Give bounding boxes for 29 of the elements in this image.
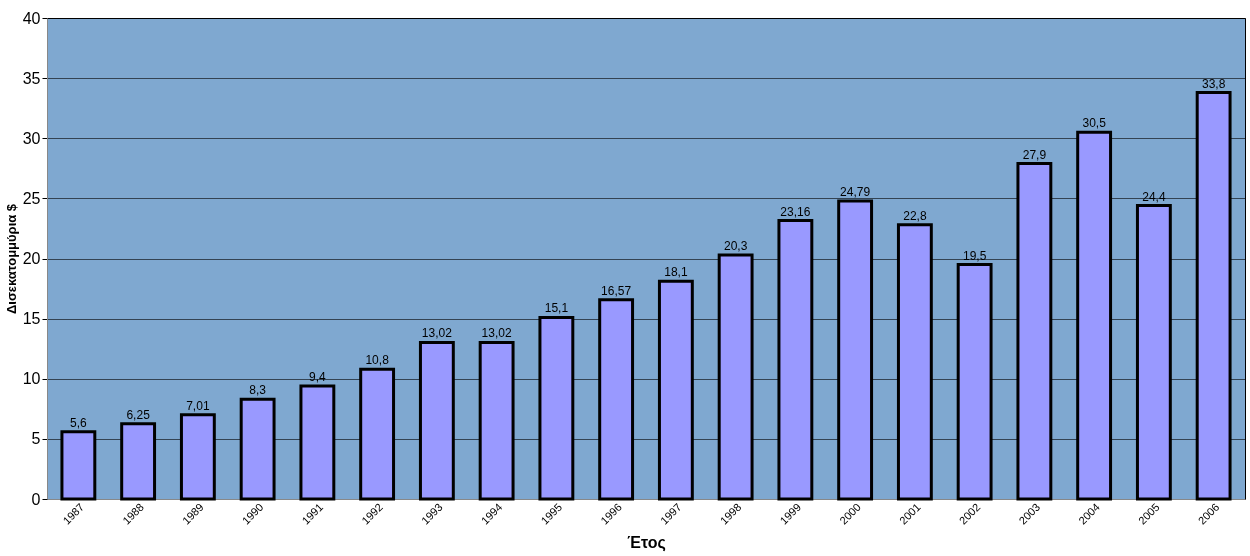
y-tick-label: 15 — [22, 310, 41, 328]
y-tick-label: 5 — [31, 430, 41, 448]
data-label: 13,02 — [481, 326, 512, 341]
data-label: 5,6 — [70, 415, 88, 430]
data-label: 19,5 — [962, 248, 987, 263]
y-tick-label: 0 — [31, 490, 41, 508]
data-label: 23,16 — [780, 204, 811, 219]
data-label: 30,5 — [1082, 116, 1107, 131]
y-axis-title: Δισεκατομμύρια $ — [3, 203, 19, 315]
data-label: 16,57 — [601, 283, 632, 298]
data-label: 22,8 — [903, 208, 927, 223]
data-label: 13,02 — [421, 326, 453, 341]
data-label: 10,8 — [365, 353, 390, 368]
y-tick-label: 30 — [22, 129, 41, 147]
data-label: 27,9 — [1022, 147, 1047, 162]
y-tick-label: 20 — [22, 250, 41, 267]
data-label: 7,01 — [186, 398, 210, 413]
data-label: 33,8 — [1201, 76, 1226, 91]
x-axis-title: Έτος — [627, 533, 666, 552]
data-label: 20,3 — [723, 238, 748, 253]
y-tick-label: 10 — [22, 370, 41, 388]
data-label: 15,1 — [544, 301, 569, 316]
y-tick-label: 35 — [22, 69, 41, 87]
y-tick-label: 40 — [22, 9, 41, 27]
y-tick-label: 25 — [22, 189, 41, 207]
data-label: 24,79 — [840, 184, 871, 199]
data-label: 8,3 — [249, 383, 267, 398]
data-label: 6,25 — [126, 407, 151, 422]
data-label: 18,1 — [664, 265, 688, 280]
